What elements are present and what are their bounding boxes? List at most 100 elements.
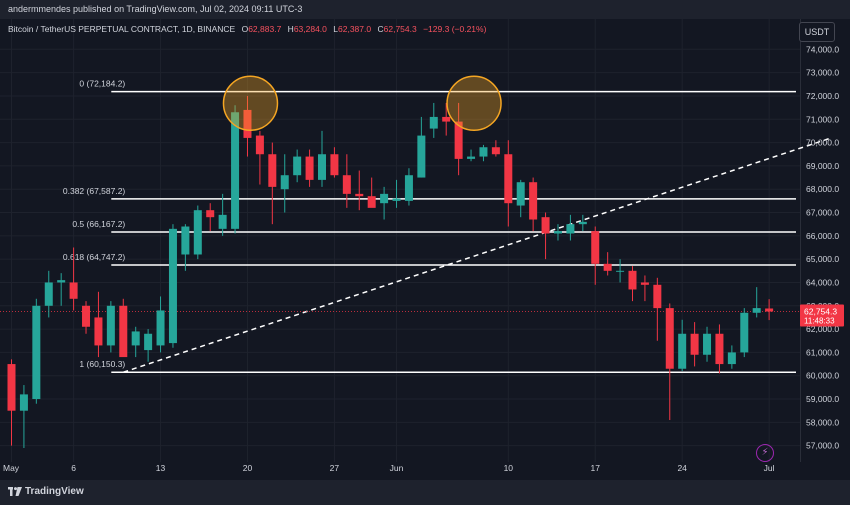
candle-down xyxy=(653,277,662,341)
candle-down xyxy=(305,149,314,187)
candle-down xyxy=(640,275,649,302)
candle-up xyxy=(293,149,302,183)
price-axis[interactable] xyxy=(800,19,850,462)
candle-body xyxy=(703,333,712,355)
time-tick-label: May xyxy=(3,463,20,473)
highlight-circle xyxy=(446,75,502,132)
candle-up xyxy=(752,287,761,318)
candle-body xyxy=(628,270,637,290)
highlight-circle xyxy=(222,75,279,132)
tradingview-logo[interactable]: TradingView xyxy=(8,486,84,497)
candle-body xyxy=(442,116,451,122)
price-tick-label: 60,000.0 xyxy=(806,371,839,381)
candle-body xyxy=(131,331,140,346)
close-label: C xyxy=(377,24,384,34)
time-tick-label: Jul xyxy=(764,463,775,473)
candle-up xyxy=(429,102,438,138)
candle-body xyxy=(144,333,153,351)
candle-body xyxy=(665,308,674,369)
publisher-bar: andermmendes published on TradingView.co… xyxy=(0,0,850,19)
candle-body xyxy=(181,226,190,255)
candle-body xyxy=(106,305,115,346)
candle-down xyxy=(367,177,376,208)
candle-down xyxy=(591,226,600,285)
candle-up xyxy=(19,385,28,449)
candle-up xyxy=(392,179,401,208)
candle-body xyxy=(318,154,326,180)
candle-down xyxy=(628,266,637,302)
candle-up xyxy=(703,326,712,362)
price-tick-label: 67,000.0 xyxy=(806,208,839,218)
fib-level-label: 0 (72,184.2) xyxy=(79,79,125,89)
fib-level-label: 0.382 (67,587.2) xyxy=(63,186,126,196)
candle-down xyxy=(442,102,451,136)
price-tick-label: 58,000.0 xyxy=(806,417,839,427)
candle-body xyxy=(69,282,78,299)
candle-body xyxy=(690,333,699,355)
time-tick-label: 17 xyxy=(591,463,601,473)
candle-up xyxy=(318,130,326,187)
price-tick-label: 74,000.0 xyxy=(806,44,839,54)
lightning-icon[interactable]: ⚡ xyxy=(756,444,774,462)
candle-up xyxy=(479,144,488,162)
candle-body xyxy=(516,182,525,206)
candle-body xyxy=(94,317,103,346)
candle-body xyxy=(255,135,264,155)
candle-body xyxy=(566,224,575,234)
candle-up xyxy=(417,116,426,178)
candle-body xyxy=(231,112,240,229)
footer-bar: TradingView xyxy=(0,480,850,505)
candle-body xyxy=(82,305,91,327)
candle-body xyxy=(404,175,413,201)
price-tick-label: 72,000.0 xyxy=(806,91,839,101)
fib-level-label: 0.5 (66,167.2) xyxy=(72,219,125,229)
candle-up xyxy=(144,329,153,362)
candle-timer: 11:48:33 xyxy=(804,317,835,326)
candle-up xyxy=(727,345,736,369)
candle-up xyxy=(57,273,66,306)
last-price-tag-bg xyxy=(800,304,844,327)
chart-area[interactable] xyxy=(0,19,800,462)
candle-up xyxy=(181,224,190,271)
candle-body xyxy=(752,308,761,313)
candlestick-chart[interactable]: 0 (72,184.2) 0.382 (67,587.2) 0.5 (66,167.… xyxy=(0,0,850,480)
candle-body xyxy=(454,121,463,159)
candle-down xyxy=(715,324,724,374)
price-tick-label: 70,000.0 xyxy=(806,138,839,148)
candle-body xyxy=(305,156,314,180)
candle-body xyxy=(653,284,662,309)
candle-body xyxy=(280,175,289,190)
low-label: L xyxy=(333,24,339,34)
candle-down xyxy=(268,142,277,225)
candle-down xyxy=(541,212,550,260)
last-price-tag: 62,754.311:48:33 xyxy=(800,304,844,327)
candle-down xyxy=(454,102,463,176)
candle-up xyxy=(193,205,202,260)
time-tick-label: Jun xyxy=(390,463,404,473)
candle-body xyxy=(578,221,587,225)
time-axis-labels: May 6 13 20 27 Jun 10 17 24 Jul xyxy=(3,463,775,473)
candle-body xyxy=(640,282,649,285)
candle-up xyxy=(404,168,413,206)
candle-up xyxy=(516,179,525,218)
candle-body xyxy=(218,214,227,229)
candle-body xyxy=(19,394,28,411)
candle-body xyxy=(529,182,538,220)
candle-body xyxy=(467,156,476,159)
price-tick-label: 61,000.0 xyxy=(806,347,839,357)
candle-up xyxy=(578,214,587,232)
dashed-trendline xyxy=(123,137,832,373)
candle-up xyxy=(566,214,575,241)
candle-up xyxy=(616,259,625,283)
candle-body xyxy=(392,198,401,201)
last-price-value: 62,754.3 xyxy=(804,307,837,317)
candle-up xyxy=(231,105,240,234)
candle-down xyxy=(206,203,215,232)
currency-selector[interactable]: USDT xyxy=(799,22,835,42)
candle-up xyxy=(218,193,227,236)
candle-down xyxy=(342,154,351,208)
high-value: 63,284.0 xyxy=(293,24,327,34)
price-tick-label: 66,000.0 xyxy=(806,231,839,241)
candle-body xyxy=(591,231,600,264)
candle-body xyxy=(727,352,736,365)
